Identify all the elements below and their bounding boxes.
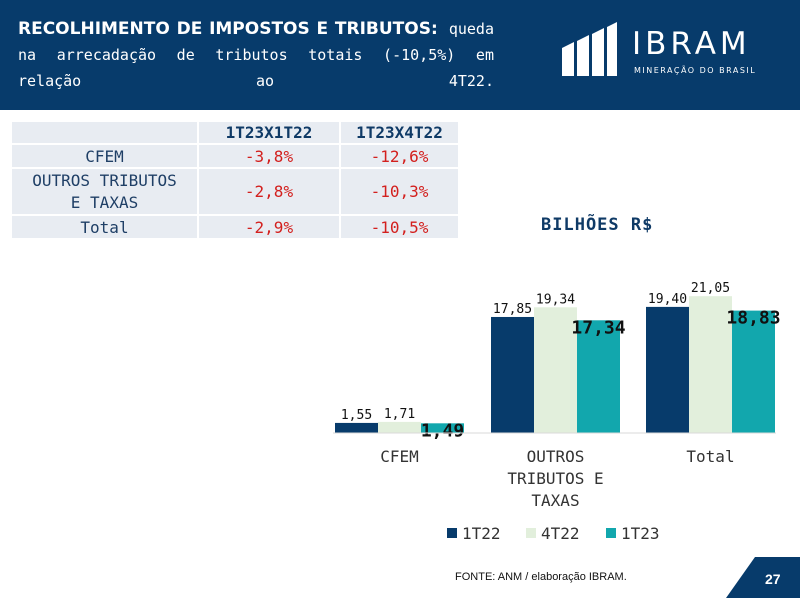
table-header-col1: 1T23X1T22 [199, 122, 339, 143]
page-number: 27 [765, 571, 781, 587]
data-label: 17,85 [493, 302, 532, 317]
slide-title-bold: RECOLHIMENTO DE IMPOSTOS E TRIBUTOS: [18, 19, 438, 39]
category-label: OUTROS [527, 447, 585, 466]
logo-name: IBRAM [632, 26, 751, 62]
table-row-label-line2: E TAXAS [70, 192, 139, 212]
table-row: OUTROS TRIBUTOS E TAXAS -2,8% -10,3% [12, 169, 458, 214]
logo-mark-icon [562, 22, 617, 76]
legend-label: 1T23 [621, 524, 660, 543]
legend-swatch [447, 528, 457, 538]
category-label: CFEM [380, 447, 419, 466]
category-label: TAXAS [531, 491, 579, 510]
data-label: 19,34 [536, 292, 575, 307]
legend-label: 4T22 [541, 524, 580, 543]
header-bar [0, 0, 800, 110]
legend-swatch [526, 528, 536, 538]
table-row: CFEM -3,8% -12,6% [12, 145, 458, 167]
bar-1t23-2 [732, 310, 775, 433]
category-label: Total [686, 447, 734, 466]
bar-4t22-2 [689, 296, 732, 433]
category-label: TRIBUTOS E [507, 469, 603, 488]
bar-1t22-0 [335, 422, 378, 433]
data-label: 18,83 [726, 308, 780, 329]
bar-1t22-2 [646, 306, 689, 433]
bar-4t22-1 [534, 307, 577, 433]
table-header-row: 1T23X1T22 1T23X4T22 [12, 122, 458, 143]
source-note: FONTE: ANM / elaboração IBRAM. [455, 571, 627, 583]
table-cell-v2: -12,6% [341, 145, 458, 167]
table-row-label: CFEM [12, 145, 197, 167]
slide-title: RECOLHIMENTO DE IMPOSTOS E TRIBUTOS: que… [18, 16, 494, 94]
bar-1t22-1 [491, 316, 534, 433]
legend-swatch [606, 528, 616, 538]
bar-4t22-0 [378, 421, 421, 433]
chart-title: BILHÕES R$ [541, 215, 654, 235]
table-row: Total -2,9% -10,5% [12, 216, 458, 238]
table-cell-v1: -3,8% [199, 145, 339, 167]
table-row-label-line1: OUTROS TRIBUTOS [32, 170, 177, 190]
table-cell-v2: -10,5% [341, 216, 458, 238]
variation-table: 1T23X1T22 1T23X4T22 CFEM -3,8% -12,6% OU… [10, 120, 460, 240]
data-label: 1,71 [384, 407, 415, 422]
data-label: 21,05 [691, 281, 730, 296]
table-header-empty [12, 122, 197, 143]
data-label: 1,55 [341, 408, 372, 423]
table-cell-v2: -10,3% [341, 169, 458, 214]
bar-1t23-1 [577, 320, 620, 433]
logo-tagline: MINERAÇÃO DO BRASIL [634, 66, 757, 75]
table-row-label: OUTROS TRIBUTOS E TAXAS [12, 169, 197, 214]
page-number-tab [726, 557, 800, 598]
table-cell-v1: -2,9% [199, 216, 339, 238]
legend-label: 1T22 [462, 524, 501, 543]
data-label: 17,34 [571, 317, 625, 338]
slide-title-rest: queda na arrecadação de tributos totais … [18, 20, 494, 90]
data-label: 19,40 [648, 292, 687, 307]
table-row-label: Total [12, 216, 197, 238]
table-cell-v1: -2,8% [199, 169, 339, 214]
ibram-logo: IBRAM MINERAÇÃO DO BRASIL [560, 22, 780, 82]
table-header-col2: 1T23X4T22 [341, 122, 458, 143]
bar-1t23-0 [421, 423, 464, 433]
data-label: 1,49 [421, 420, 464, 441]
